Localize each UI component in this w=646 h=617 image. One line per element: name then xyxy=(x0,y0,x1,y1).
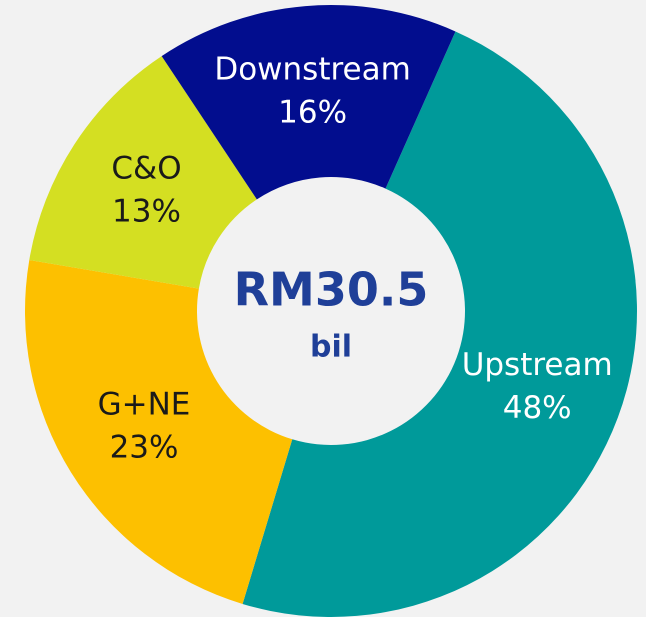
slice-value-label: 48% xyxy=(503,390,572,426)
center-subtext: bil xyxy=(310,330,352,365)
center-text: RM30.5 xyxy=(234,263,429,317)
slice-label: Upstream xyxy=(462,347,613,383)
slice-label: G+NE xyxy=(98,386,191,422)
slice-label: Downstream xyxy=(214,51,410,87)
slice-value-label: 16% xyxy=(278,94,347,130)
slice-label: C&O xyxy=(111,151,181,187)
slice-value-label: 13% xyxy=(112,194,181,230)
slice-value-label: 23% xyxy=(110,429,179,465)
donut-slice xyxy=(24,259,293,604)
donut-slice xyxy=(161,4,456,200)
donut-slice xyxy=(29,56,257,289)
donut-slice xyxy=(242,31,637,617)
